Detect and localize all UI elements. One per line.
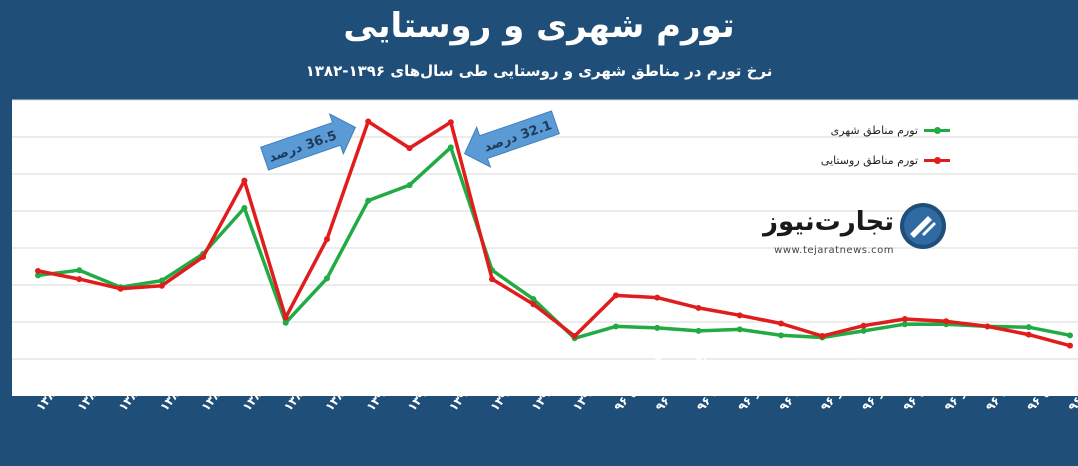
data-point-urban <box>654 324 661 331</box>
x-tick-label: خرداد ۹۶ <box>694 365 737 414</box>
data-point-urban <box>158 277 165 284</box>
data-point-rural <box>1067 342 1073 349</box>
legend-urban-label: تورم مناطق شهری <box>830 124 918 137</box>
callout-left: 36.5 درصد <box>260 113 357 171</box>
data-point-rural <box>200 253 207 260</box>
data-point-urban <box>901 321 908 328</box>
data-point-rural <box>612 292 619 299</box>
data-point-rural <box>819 333 826 340</box>
x-tick-label: مرداد ۹۶ <box>776 366 818 414</box>
legend-urban-swatch <box>924 127 950 134</box>
series-lines <box>35 118 1073 349</box>
x-tick-label: تیر ۹۶ <box>735 377 768 414</box>
x-tick-label: ۱۳۹۳ <box>487 382 516 414</box>
data-point-urban <box>365 197 372 204</box>
x-tick-label: دی ۹۶ <box>983 377 1016 414</box>
legend-urban: تورم مناطق شهری <box>810 124 950 137</box>
x-tick-label: ۱۳۹۲ <box>446 382 475 414</box>
data-point-urban <box>241 205 248 212</box>
data-point-rural <box>778 320 785 327</box>
legend-rural-swatch <box>924 157 950 164</box>
data-point-rural <box>530 301 537 308</box>
data-point-rural <box>323 236 330 243</box>
data-point-urban <box>530 296 537 303</box>
data-point-urban <box>1067 332 1073 339</box>
tejaratnews-logo: تجارت‌نیوز www.tejaratnews.com <box>762 195 950 265</box>
chart-subtitle: نرخ تورم در مناطق شهری و روستایی طی سال‌… <box>305 62 773 80</box>
chart-title: تورم شهری و روستایی <box>343 6 735 46</box>
x-tick-label: ۱۳۸۳ <box>75 382 104 414</box>
data-point-urban <box>35 272 41 279</box>
x-tick-label: بهمن ۹۶ <box>1024 366 1066 414</box>
data-point-rural <box>35 267 41 274</box>
x-tick-label: ۱۳۸۵ <box>157 382 186 414</box>
data-point-rural <box>76 276 83 283</box>
data-point-rural <box>901 316 908 323</box>
tejaratnews-logo-icon <box>900 203 946 249</box>
x-tick-label: اسفند ۹۶ <box>1065 362 1078 414</box>
series-line-rural <box>37 119 1071 348</box>
callout-right-arrow <box>463 110 560 168</box>
x-tick-label: ۱۳۹۴ <box>529 382 558 414</box>
data-point-urban <box>1025 324 1032 331</box>
data-point-urban <box>736 326 743 333</box>
data-point-rural <box>117 285 124 292</box>
logo-url: www.tejaratnews.com <box>774 245 894 256</box>
data-point-urban <box>695 327 702 334</box>
x-tick-label: مهر ۹۶ <box>859 372 896 413</box>
data-point-rural <box>654 294 661 301</box>
callout-right: 32.1 درصد <box>463 110 560 168</box>
grid-lines <box>12 99 1078 360</box>
x-tick-label: ۱۳۸۷ <box>240 382 269 414</box>
data-point-rural <box>282 314 289 321</box>
x-axis-labels: ۱۳۸۲ ۱۳۸۳ ۱۳۸۴ ۱۳۸۵ ۱۳۸۶ ۱۳۸۷ ۱۳۸۸ ۱۳۸۹ ۱۳۹۰ ۱۳۹۱… <box>33 344 1078 415</box>
data-point-rural <box>1025 331 1032 338</box>
x-tick-label: ۱۳۹۵ <box>570 382 599 414</box>
data-point-urban <box>76 267 83 274</box>
data-point-urban <box>778 332 785 339</box>
data-point-rural <box>571 333 578 340</box>
legend-rural: تورم مناطق روستایی <box>810 154 950 167</box>
legend-rural-label: تورم مناطق روستایی <box>820 154 918 167</box>
logo-name: تجارت‌نیوز <box>762 207 894 237</box>
callouts: 36.5 درصد 32.1 درصد <box>260 110 560 171</box>
data-point-rural <box>447 119 454 126</box>
x-tick-label: آبان ۹۶ <box>899 371 937 414</box>
data-point-rural <box>158 282 165 289</box>
data-point-urban <box>406 182 413 189</box>
callout-left-arrow <box>260 113 357 171</box>
data-point-urban <box>612 323 619 330</box>
data-point-rural <box>984 323 991 330</box>
data-point-urban <box>447 144 454 151</box>
x-tick-label: ۱۳۹۱ <box>405 382 434 414</box>
x-tick-label: ۱۳۹۰ <box>364 382 393 414</box>
data-point-urban <box>860 327 867 334</box>
data-point-rural <box>860 322 867 329</box>
data-point-urban <box>323 275 330 282</box>
data-point-urban <box>282 319 289 326</box>
data-point-rural <box>489 276 496 283</box>
data-point-rural <box>365 118 372 125</box>
x-tick-label: ۱۳۸۶ <box>198 382 227 414</box>
x-tick-label: آذر ۹۶ <box>941 376 976 414</box>
x-tick-label: ۱۳۸۲ <box>33 382 62 414</box>
x-tick-label: ۱۳۸۴ <box>116 382 145 414</box>
x-tick-label: ۱۳۸۹ <box>322 382 351 414</box>
data-point-rural <box>736 312 743 319</box>
data-point-rural <box>241 177 248 184</box>
data-point-rural <box>406 145 413 152</box>
x-tick-label: ۱۳۸۸ <box>281 382 310 414</box>
data-point-rural <box>943 318 950 325</box>
data-point-rural <box>695 304 702 311</box>
